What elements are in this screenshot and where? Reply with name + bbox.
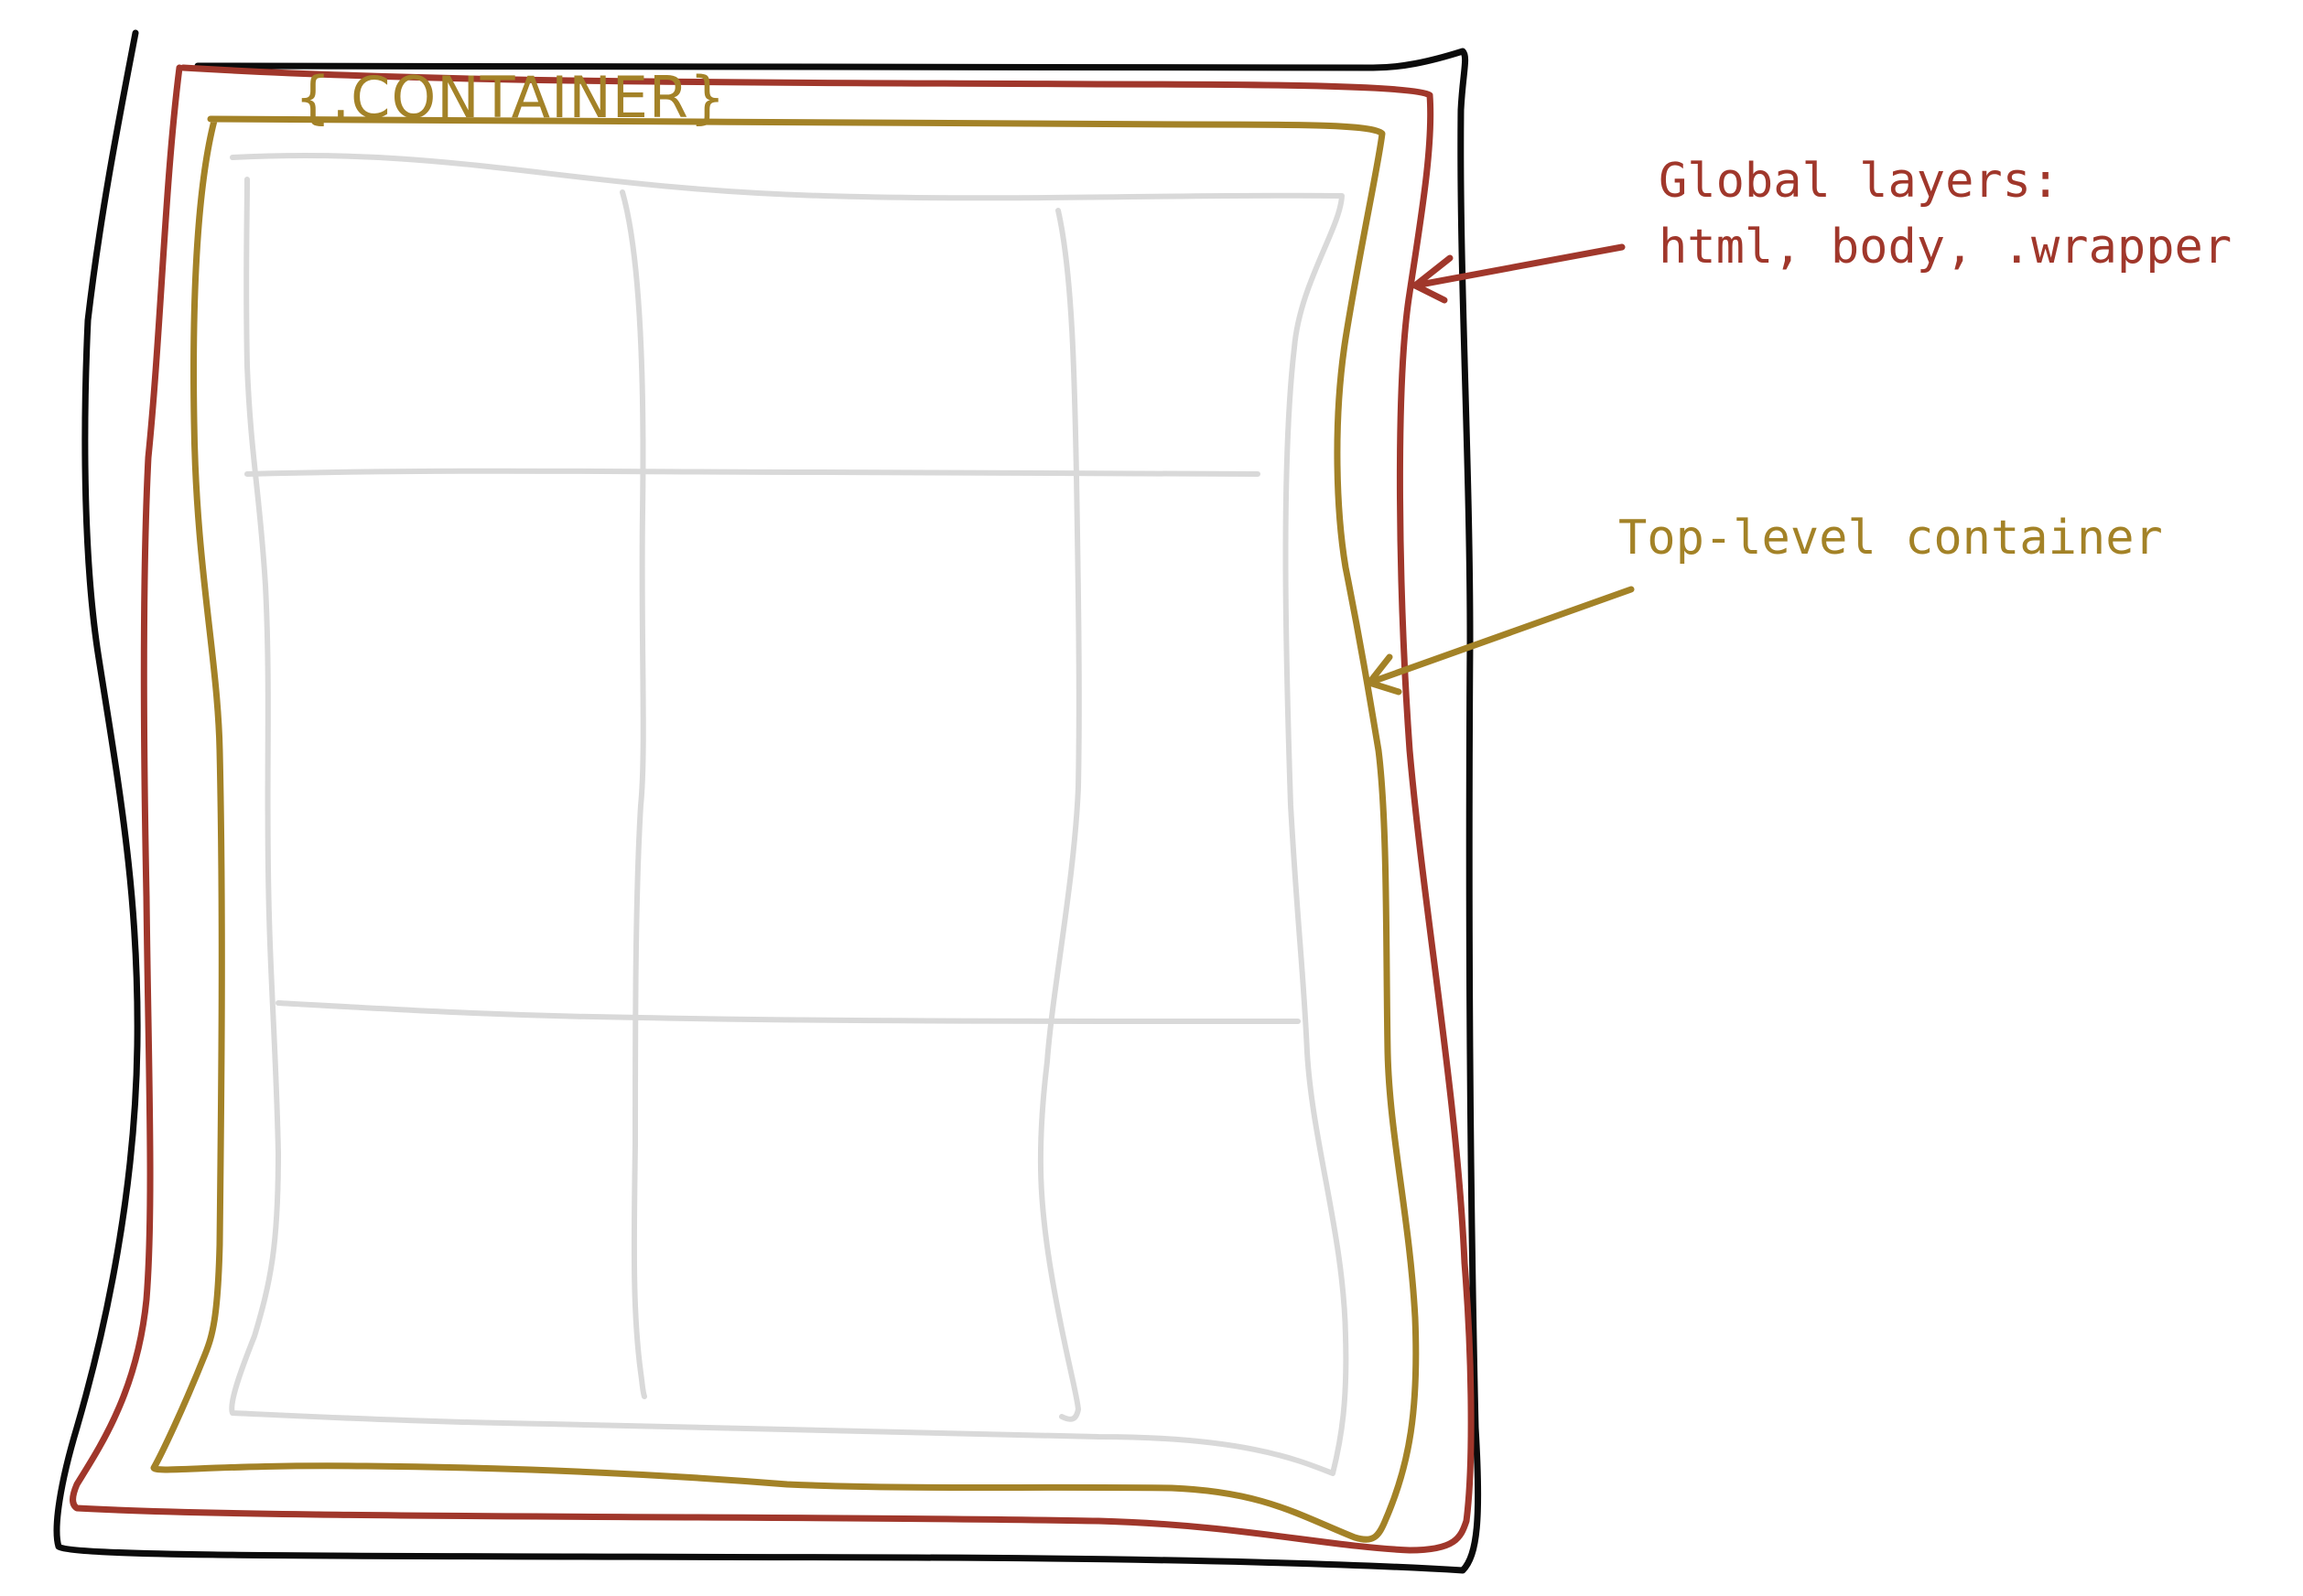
top-level-container-frame bbox=[150, 115, 1420, 1543]
global-layers-label-line-2: html, body, .wrapper bbox=[1659, 220, 2233, 275]
top-level-container-label-line-1: Top-level container bbox=[1618, 511, 2163, 566]
grid-horizontal-line-2 bbox=[276, 1000, 1301, 1024]
grid-boundary bbox=[229, 153, 1349, 1476]
grid-vertical-line-1 bbox=[620, 189, 647, 1399]
container-tag: {.CONTAINER} bbox=[295, 64, 726, 131]
grid-horizontal-line-1 bbox=[244, 468, 1260, 477]
global-layers-label-line-1: Global layers: bbox=[1659, 154, 2060, 209]
global-layers-frame bbox=[70, 64, 1475, 1554]
global-layers-label: Global layers: html, body, .wrapper bbox=[1659, 148, 2232, 280]
outer-frame bbox=[53, 29, 1482, 1574]
top-level-container-arrow bbox=[1366, 586, 1635, 696]
global-layers-arrow bbox=[1411, 243, 1626, 304]
grid-vertical-line-2 bbox=[1037, 208, 1082, 1422]
top-level-container-label: Top-level container bbox=[1618, 505, 2163, 571]
